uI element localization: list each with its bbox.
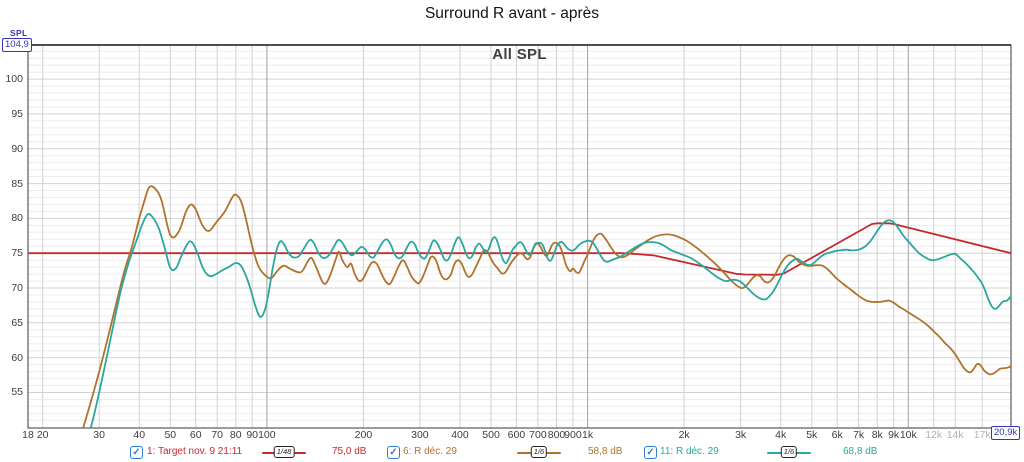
x-tick-label: 30 [93, 429, 105, 441]
spl-max-readout: 104,9 [2, 38, 32, 52]
x-tick-label: 50 [164, 429, 177, 441]
y-tick-label: 100 [5, 73, 23, 86]
x-tick-label: 17k [973, 429, 991, 441]
x-tick-label: 20 [36, 429, 49, 441]
y-tick-label: 90 [11, 142, 23, 155]
trace1-filter-width: 1/48 [273, 446, 295, 458]
trace2-checkbox-checked-icon[interactable] [387, 445, 400, 459]
x-tick-label: 14k [946, 429, 964, 441]
x-tick-label: 800 [547, 429, 566, 441]
trace2-cursor-value: 58,8 dB [588, 446, 623, 457]
x-tick-label: 6k [831, 429, 843, 441]
y-tick-label: 70 [11, 282, 23, 295]
x-tick-label: 9k [888, 429, 900, 441]
page-title: Surround R avant - après [424, 5, 600, 22]
x-tick-label: 10k [899, 429, 917, 441]
x-tick-label: 7k [853, 429, 865, 441]
x-tick-label: 70 [211, 429, 224, 441]
x-tick-label: 40 [133, 429, 146, 441]
x-tick-label: 500 [482, 429, 500, 441]
trace2-name[interactable]: 6: R déc. 29 [403, 446, 457, 457]
x-tick-label: 4k [775, 429, 787, 441]
x-tick-label: 700 [529, 429, 547, 441]
trace3-checkbox-checked-icon[interactable] [644, 445, 657, 459]
trace1-cursor-value: 75,0 dB [332, 446, 367, 457]
y-tick-label: 55 [11, 386, 23, 399]
trace3-name[interactable]: 11: R déc. 29 [660, 446, 719, 457]
x-tick-label: 90 [246, 429, 259, 441]
x-tick-label: 5k [806, 429, 818, 441]
y-tick-label: 95 [11, 107, 23, 120]
trace1-filter-indicator[interactable]: 1/48 [262, 446, 306, 459]
x-tick-label: 80 [229, 429, 242, 441]
x-tick-label: 60 [189, 429, 202, 441]
x-tick-label: 1k [582, 429, 594, 441]
legend-bar: 1: Target nov. 9 21:11 1/48 75,0 dB 6: R… [0, 444, 1024, 461]
y-tick-label: 60 [11, 351, 23, 364]
y-tick-label: 80 [11, 212, 23, 225]
y-tick-label: 75 [11, 247, 23, 260]
x-tick-label: 900 [564, 429, 582, 441]
trace3-filter-indicator[interactable]: 1/6 [767, 446, 811, 459]
x-tick-label: 2k [678, 429, 690, 441]
x-tick-label: 300 [411, 429, 429, 441]
trace1-name[interactable]: 1: Target nov. 9 21:11 [147, 446, 243, 457]
x-tick-label: 3k [735, 429, 747, 441]
x-tick-label: 18 [22, 429, 34, 441]
x-tick-label: 200 [354, 429, 373, 441]
y-tick-label: 85 [11, 177, 23, 190]
trace-1 [28, 222, 1011, 276]
trace-3 [89, 212, 1011, 428]
x-tick-label: 12k [925, 429, 943, 441]
trace2-filter-indicator[interactable]: 1/6 [517, 446, 561, 459]
trace1-checkbox-checked-icon[interactable] [130, 445, 143, 459]
x-tick-label: 600 [507, 429, 526, 441]
trace3-filter-width: 1/6 [780, 446, 798, 458]
y-tick-label: 65 [11, 316, 23, 329]
trace2-filter-width: 1/6 [530, 446, 548, 458]
x-tick-label: 400 [451, 429, 469, 441]
cursor-frequency-readout: 20,9k [991, 426, 1021, 440]
x-tick-label: 100 [258, 429, 276, 441]
spl-axis-unit-label: SPL [10, 28, 28, 38]
trace3-cursor-value: 68,8 dB [843, 446, 878, 457]
chart-header: All SPL [492, 46, 547, 63]
x-tick-label: 8k [871, 429, 883, 441]
